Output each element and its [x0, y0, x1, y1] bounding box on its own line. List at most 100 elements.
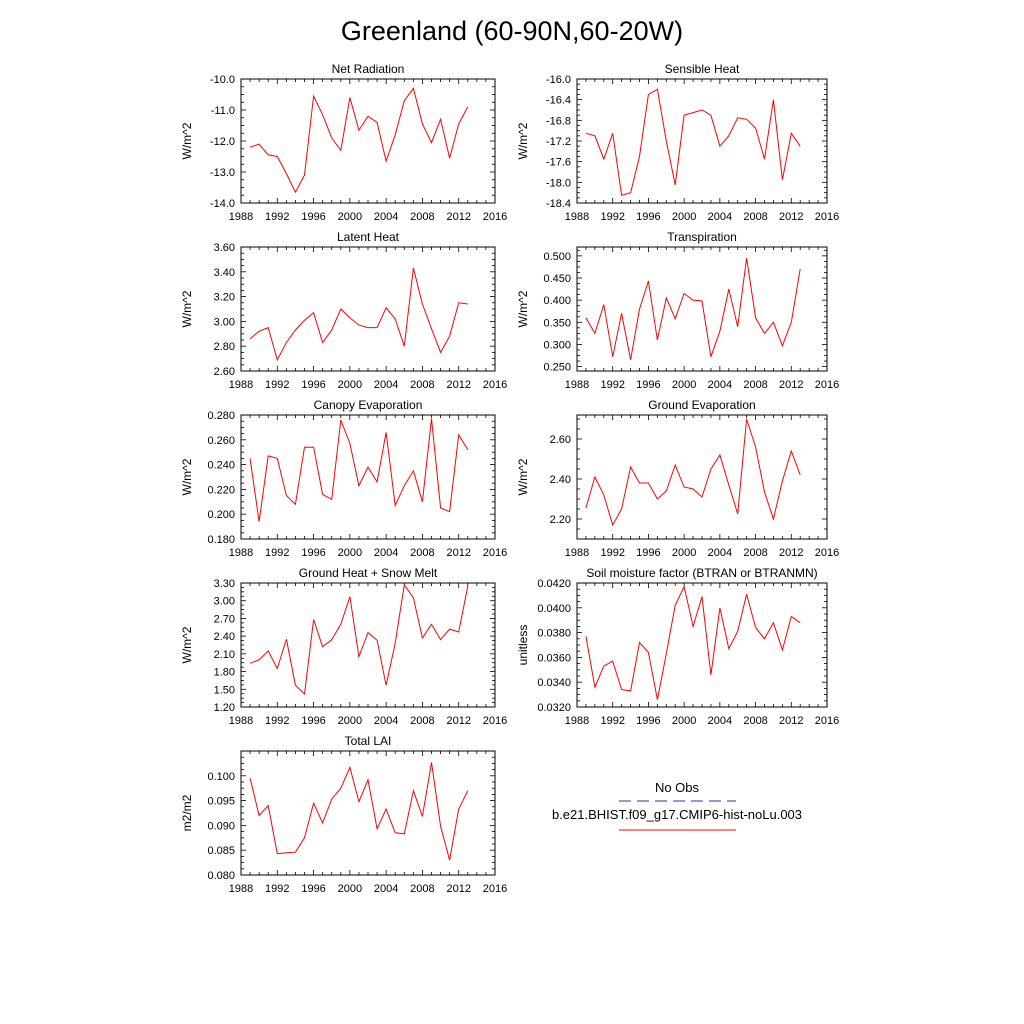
panel-5-xtick-label: 2012 — [446, 547, 470, 559]
panel-6-xtick-label: 2016 — [815, 547, 839, 559]
panel-7-frame — [240, 582, 496, 708]
panel-9-xtick-label: 1988 — [229, 883, 253, 895]
panel-8-xtick-label: 1996 — [636, 715, 660, 727]
panel-8-xtick-label: 2016 — [815, 715, 839, 727]
panel-7-ytick-label: 3.00 — [214, 596, 235, 608]
panel-8-series-line — [585, 585, 801, 700]
panel-1-xtick-label: 1996 — [301, 211, 325, 223]
panel-2-ytick-label: -16.0 — [546, 74, 571, 86]
panel-9-series-line — [249, 762, 469, 861]
panel-8-ytick-label: 0.0400 — [537, 603, 571, 615]
panel-8-ytick-label: 0.0320 — [537, 702, 571, 714]
panel-4-ytick-label: 0.300 — [543, 339, 571, 351]
panel-3-xtick-label: 2016 — [483, 379, 507, 391]
panel-6-xtick-label: 1996 — [636, 547, 660, 559]
panel-8-xtick-label: 2004 — [708, 715, 732, 727]
panel-8-xtick-label: 2012 — [779, 715, 803, 727]
panel-6-xtick-label: 2004 — [708, 547, 732, 559]
panel-9-ytick-label: 0.090 — [207, 820, 235, 832]
panel-3-title: Latent Heat — [337, 230, 400, 244]
panel-8-ylabel: unitless — [516, 625, 530, 666]
panel-4-frame — [576, 246, 828, 372]
panel-8: Soil moisture factor (BTRAN or BTRANMN) 1… — [516, 566, 839, 727]
panel-8-frame — [576, 582, 828, 708]
panel-9-xtick-label: 2000 — [338, 883, 362, 895]
panel-4-xtick-label: 2004 — [708, 379, 732, 391]
panel-8-ytick-label: 0.0340 — [537, 677, 571, 689]
panel-6-ylabel: W/m^2 — [516, 458, 530, 495]
panel-8-ytick-label: 0.0360 — [537, 652, 571, 664]
panel-3-ytick-label: 3.60 — [214, 242, 235, 254]
panel-6-xtick-label: 1988 — [565, 547, 589, 559]
panel-5-xtick-label: 2000 — [338, 547, 362, 559]
panel-7-ylabel: W/m^2 — [180, 626, 194, 663]
panel-7: Ground Heat + Snow Melt 1988 1992 1996 2000 2… — [180, 566, 507, 727]
panel-5-xtick-label: 1992 — [265, 547, 289, 559]
panel-9: Total LAI 1988 1992 1996 2000 2004 2008 2012 201… — [180, 734, 507, 895]
panel-2-ytick-label: -18.0 — [546, 177, 571, 189]
panel-3-xtick-label: 1992 — [265, 379, 289, 391]
panel-4-ylabel: W/m^2 — [516, 290, 530, 327]
panel-6-xtick-label: 1992 — [600, 547, 624, 559]
panel-4-ytick-label: 0.450 — [543, 273, 571, 285]
panel-3-ytick-label: 2.80 — [214, 341, 235, 353]
panel-7-ytick-label: 3.30 — [214, 578, 235, 590]
panel-3-ytick-label: 2.60 — [214, 366, 235, 378]
panel-6-frame — [576, 414, 828, 540]
panel-7-ytick-label: 2.70 — [214, 613, 235, 625]
panel-2-ytick-label: -17.2 — [546, 136, 571, 148]
panel-5-ytick-label: 0.220 — [207, 484, 235, 496]
legend-obs-label: No Obs — [655, 780, 700, 795]
panel-6-xtick-label: 2000 — [672, 547, 696, 559]
panel-9-xtick-label: 2016 — [483, 883, 507, 895]
panel-7-title: Ground Heat + Snow Melt — [299, 566, 438, 580]
panel-2-xtick-label: 1988 — [565, 211, 589, 223]
panel-4-ytick-label: 0.500 — [543, 251, 571, 263]
panel-8-xtick-label: 2000 — [672, 715, 696, 727]
panel-2-ylabel: W/m^2 — [516, 122, 530, 159]
panel-5-xtick-label: 2004 — [374, 547, 398, 559]
panel-7-ytick-label: 1.50 — [214, 684, 235, 696]
panel-2-title: Sensible Heat — [665, 62, 740, 76]
panel-9-xtick-label: 2004 — [374, 883, 398, 895]
panel-4-xtick-label: 2000 — [672, 379, 696, 391]
panel-1-ytick-label: -11.0 — [211, 105, 235, 117]
panel-4-xtick-label: 2012 — [779, 379, 803, 391]
panel-3-xtick-label: 2012 — [446, 379, 470, 391]
panel-5-ytick-label: 0.180 — [207, 534, 235, 546]
panel-6-xtick-label: 2012 — [779, 547, 803, 559]
panel-3-xtick-label: 2000 — [338, 379, 362, 391]
panel-9-xtick-label: 2008 — [410, 883, 434, 895]
panel-6-ytick-label: 2.40 — [550, 474, 571, 486]
panel-2-ytick-label: -18.4 — [546, 198, 571, 210]
legend-model-label: b.e21.BHIST.f09_g17.CMIP6-hist-noLu.003 — [552, 807, 802, 822]
panel-2-xtick-label: 2016 — [815, 211, 839, 223]
panel-5-ylabel: W/m^2 — [180, 458, 194, 495]
panel-3-xtick-label: 1996 — [301, 379, 325, 391]
panel-3-ylabel: W/m^2 — [180, 290, 194, 327]
panel-2-xtick-label: 2004 — [708, 211, 732, 223]
panel-3-ytick-label: 3.20 — [214, 292, 235, 304]
panel-9-ytick-label: 0.100 — [207, 771, 235, 783]
panel-2-xtick-label: 1996 — [636, 211, 660, 223]
panel-2-xtick-label: 2008 — [743, 211, 767, 223]
panel-6-ytick-label: 2.60 — [550, 434, 571, 446]
panel-4-ytick-label: 0.400 — [543, 295, 571, 307]
panel-9-ytick-label: 0.080 — [207, 870, 235, 882]
panel-3: Latent Heat 1988 1992 1996 2000 2004 2008 2012 2… — [180, 230, 507, 391]
panel-3-series-line — [249, 267, 468, 362]
panel-4-ytick-label: 0.350 — [543, 317, 571, 329]
panel-1-ytick-label: -14.0 — [210, 198, 235, 210]
panel-4-ytick-label: 0.250 — [543, 362, 571, 374]
panel-1-xtick-label: 2000 — [338, 211, 362, 223]
panel-2-xtick-label: 1992 — [600, 211, 624, 223]
panel-8-ytick-label: 0.0380 — [537, 628, 571, 640]
panel-1-xtick-label: 2008 — [410, 211, 434, 223]
panel-1-series-line — [249, 87, 469, 194]
panel-8-title: Soil moisture factor (BTRAN or BTRANMN) — [586, 566, 817, 580]
panel-9-xtick-label: 1996 — [301, 883, 325, 895]
panel-1-xtick-label: 1992 — [265, 211, 289, 223]
panel-4-xtick-label: 1988 — [565, 379, 589, 391]
panel-4-title: Transpiration — [667, 230, 737, 244]
